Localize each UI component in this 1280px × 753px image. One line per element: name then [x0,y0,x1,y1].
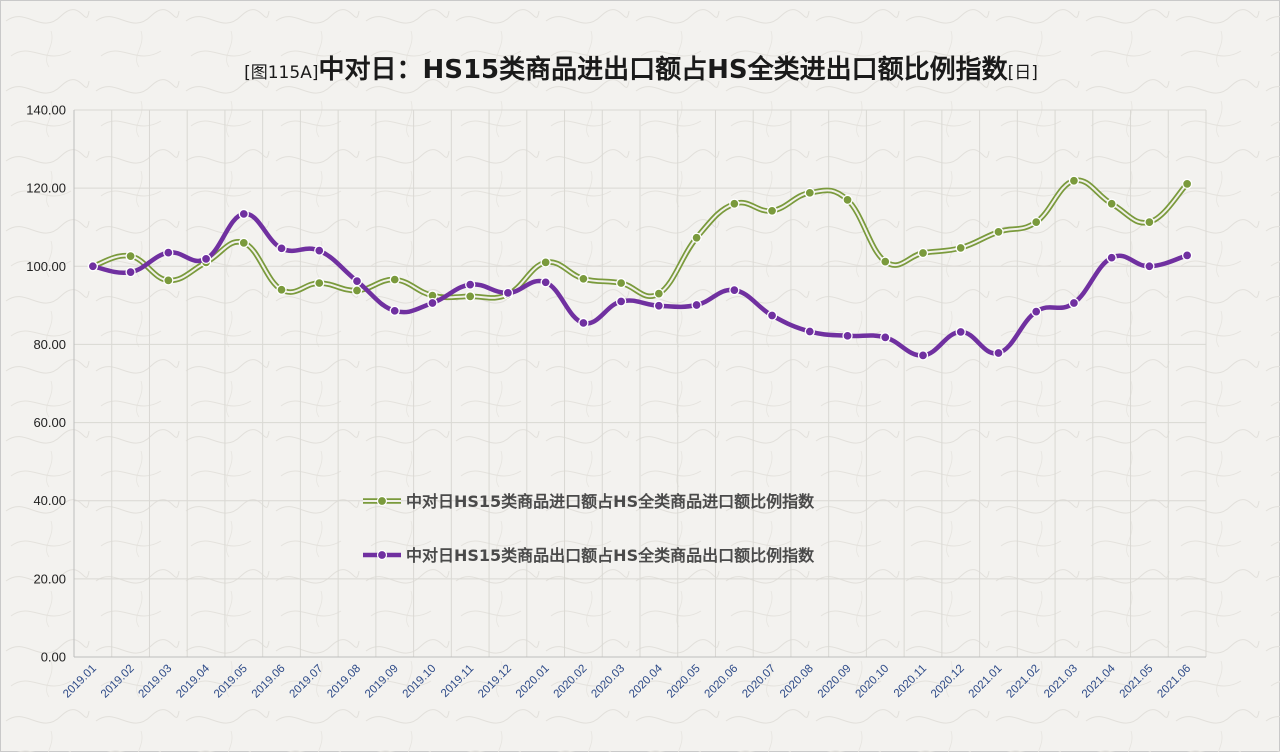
y-tick-label: 40.00 [33,493,66,508]
data-point [465,291,476,302]
data-point [276,284,287,295]
data-point [351,285,363,296]
data-point [276,243,287,254]
data-point [842,194,853,206]
data-point [389,274,400,285]
data-point [804,326,815,337]
data-point [578,317,589,329]
data-point [993,347,1004,359]
data-point [1106,252,1117,263]
data-point [842,330,853,341]
data-point [238,237,249,248]
data-point [880,332,891,343]
legend-item-export: 中对日HS15类商品出口额占HS全类商品出口额比例指数 [363,546,815,565]
data-point [200,253,212,265]
data-point [1144,216,1155,228]
legend-label-export: 中对日HS15类商品出口额占HS全类商品出口额比例指数 [406,546,815,565]
data-point [238,208,249,220]
data-point [653,288,665,299]
data-point [993,226,1004,238]
data-point [351,275,363,287]
data-point [1068,297,1080,309]
data-point [1181,178,1193,189]
data-point [540,277,551,288]
y-tick-label: 20.00 [33,571,66,586]
data-point [125,266,136,278]
data-point [955,242,966,254]
legend-item-import: 中对日HS15类商品进口额占HS全类商品进口额比例指数 [363,492,815,511]
data-point [87,261,99,272]
data-point [1031,306,1042,317]
data-point [465,279,476,290]
series-group [87,175,1193,361]
legend: 中对日HS15类商品进口额占HS全类商品进口额比例指数 中对日HS15类商品出口… [363,492,815,565]
data-point [955,326,966,338]
grid [73,109,1207,657]
series-0 [87,175,1193,302]
y-tick-label: 100.00 [26,259,66,274]
chart-title: [图115A]中对日：HS15类商品进出口额占HS全类进出口额比例指数[日] [244,54,1038,85]
data-point [691,299,702,311]
data-point [917,350,929,361]
data-point [314,245,325,256]
legend-label-import: 中对日HS15类商品进口额占HS全类商品进口额比例指数 [406,492,815,511]
y-tick-label: 80.00 [33,337,66,352]
data-point [729,198,740,209]
legend-marker-import [376,495,388,507]
y-axis-ticks: 0.00 20.00 40.00 60.00 80.00 100.00 120.00 140.… [26,103,66,665]
y-tick-label: 140.00 [26,103,66,118]
data-point [427,297,438,309]
data-point [1106,198,1117,209]
data-point [1144,261,1155,272]
data-point [804,187,815,198]
title-suffix: [日] [1008,63,1038,83]
data-point [691,232,702,243]
data-point [1068,175,1080,186]
series-1 [87,208,1193,361]
y-tick-label: 0.00 [41,650,66,665]
y-tick-label: 60.00 [33,415,66,430]
data-point [578,273,589,284]
y-tick-label: 120.00 [26,181,66,196]
title-main: 中对日：HS15类商品进出口额占HS全类进出口额比例指数 [318,54,1008,85]
legend-marker-export [376,549,388,561]
data-point [540,257,551,268]
data-point [653,300,665,311]
data-point [729,284,740,296]
data-point [615,277,627,289]
data-point [163,275,174,286]
data-point [917,247,929,259]
data-point [1181,250,1193,261]
data-point [163,247,174,258]
axes [73,110,1206,658]
data-point [502,287,514,299]
data-point [314,277,325,289]
data-point [615,296,627,307]
data-point [880,256,891,267]
data-point [125,250,136,262]
data-point [766,310,778,321]
title-prefix: [图115A] [244,63,318,83]
data-point [766,205,778,216]
data-point [389,305,400,316]
data-point [1031,216,1042,228]
